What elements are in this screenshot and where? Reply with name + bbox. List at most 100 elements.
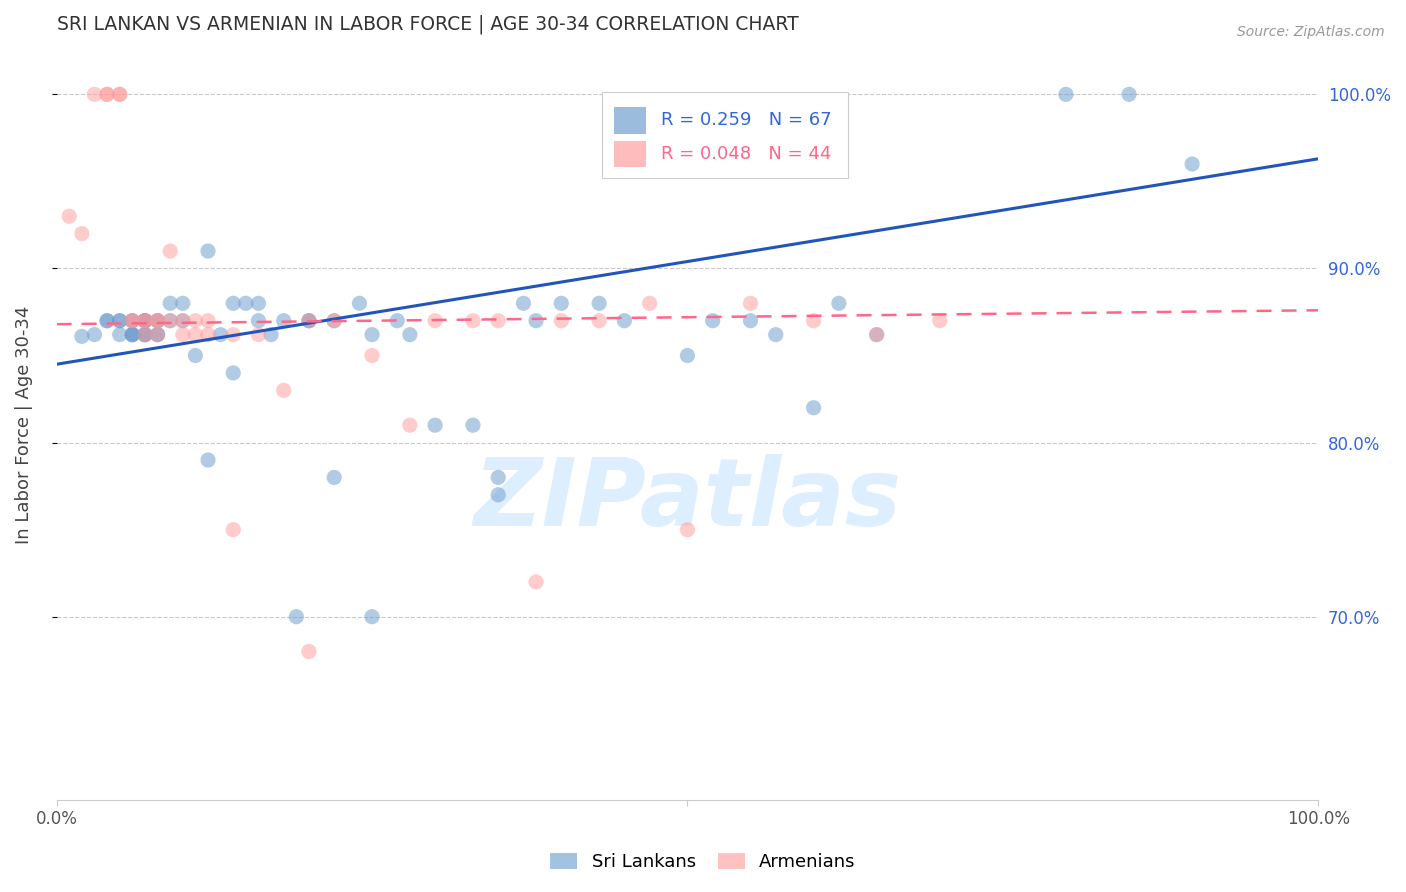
Point [866,327,889,342]
Point [524,574,547,589]
Point [740,314,762,328]
Point [108,314,131,328]
Text: Source: ZipAtlas.com: Source: ZipAtlas.com [1237,25,1385,39]
Point [222,366,245,380]
Point [298,314,321,328]
Point [134,327,156,342]
Point [247,327,270,342]
Text: R = 0.259   N = 67: R = 0.259 N = 67 [661,112,831,129]
Point [134,314,156,328]
Point [222,327,245,342]
Point [423,314,446,328]
Point [638,296,661,310]
Point [423,418,446,433]
Point [159,244,181,258]
Point [134,314,156,328]
Point [676,349,699,363]
Point [361,609,384,624]
Point [70,329,93,343]
Text: SRI LANKAN VS ARMENIAN IN LABOR FORCE | AGE 30-34 CORRELATION CHART: SRI LANKAN VS ARMENIAN IN LABOR FORCE | … [56,15,799,35]
Point [96,87,118,102]
Text: R = 0.048   N = 44: R = 0.048 N = 44 [661,145,831,163]
Point [172,327,194,342]
Point [323,470,346,484]
Point [134,314,156,328]
Point [461,418,484,433]
Point [134,314,156,328]
Point [83,327,105,342]
Point [197,314,219,328]
Point [222,296,245,310]
Point [676,523,699,537]
FancyBboxPatch shape [602,92,848,178]
FancyBboxPatch shape [614,141,645,168]
Point [550,314,572,328]
Point [298,314,321,328]
FancyBboxPatch shape [614,107,645,134]
Point [121,327,143,342]
Point [134,327,156,342]
Point [486,488,509,502]
Point [134,314,156,328]
Point [121,314,143,328]
Point [235,296,257,310]
Point [197,327,219,342]
Point [209,327,232,342]
Point [349,296,371,310]
Point [134,327,156,342]
Point [70,227,93,241]
Point [108,87,131,102]
Point [260,327,283,342]
Point [197,244,219,258]
Point [222,523,245,537]
Point [550,296,572,310]
Point [1054,87,1077,102]
Point [134,327,156,342]
Y-axis label: In Labor Force | Age 30-34: In Labor Force | Age 30-34 [15,306,32,544]
Point [121,327,143,342]
Point [486,314,509,328]
Point [146,314,169,328]
Point [108,327,131,342]
Point [361,327,384,342]
Point [159,314,181,328]
Point [361,349,384,363]
Point [1181,157,1204,171]
Point [108,314,131,328]
Point [740,296,762,310]
Point [96,314,118,328]
Point [172,296,194,310]
Point [866,327,889,342]
Point [588,296,610,310]
Point [108,87,131,102]
Point [172,314,194,328]
Point [285,609,308,624]
Point [273,384,295,398]
Point [273,314,295,328]
Point [461,314,484,328]
Point [399,327,422,342]
Point [146,327,169,342]
Point [247,314,270,328]
Point [298,644,321,658]
Point [803,314,825,328]
Point [146,314,169,328]
Point [765,327,787,342]
Legend: Sri Lankans, Armenians: Sri Lankans, Armenians [543,846,863,879]
Point [146,314,169,328]
Point [323,314,346,328]
Point [512,296,534,310]
Point [146,314,169,328]
Point [828,296,851,310]
Point [524,314,547,328]
Point [613,314,636,328]
Point [184,349,207,363]
Point [159,314,181,328]
Point [121,314,143,328]
Point [588,314,610,328]
Point [96,314,118,328]
Point [486,470,509,484]
Point [399,418,422,433]
Point [323,314,346,328]
Point [298,314,321,328]
